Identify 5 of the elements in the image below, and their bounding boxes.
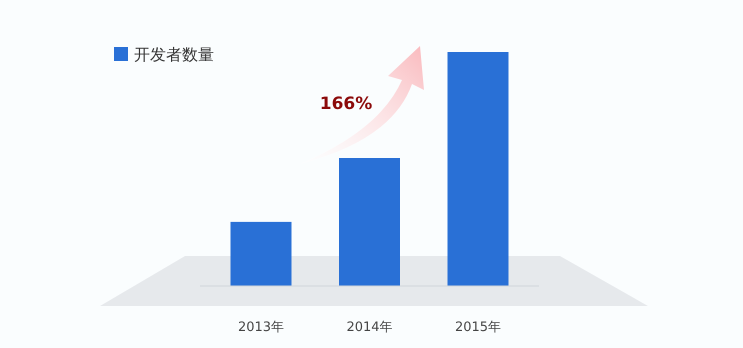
x-tick-label: 2013年 bbox=[238, 320, 284, 335]
legend-label: 开发者数量 bbox=[134, 45, 214, 64]
annotation: 166% bbox=[320, 94, 372, 114]
x-tick-label: 2015年 bbox=[454, 320, 502, 335]
x-tick-label: 2014年 bbox=[346, 320, 393, 335]
